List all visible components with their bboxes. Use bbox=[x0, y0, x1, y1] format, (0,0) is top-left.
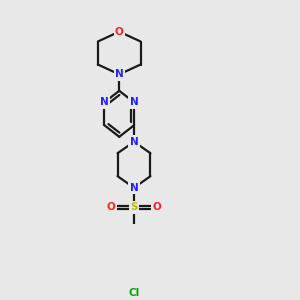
Text: S: S bbox=[130, 202, 138, 212]
Text: N: N bbox=[115, 69, 124, 80]
Text: N: N bbox=[130, 137, 138, 147]
Text: N: N bbox=[100, 97, 109, 107]
Text: O: O bbox=[153, 202, 161, 212]
Text: O: O bbox=[106, 202, 116, 212]
Text: O: O bbox=[115, 27, 124, 37]
Text: Cl: Cl bbox=[128, 288, 140, 298]
Text: N: N bbox=[130, 97, 138, 107]
Text: N: N bbox=[130, 183, 138, 193]
